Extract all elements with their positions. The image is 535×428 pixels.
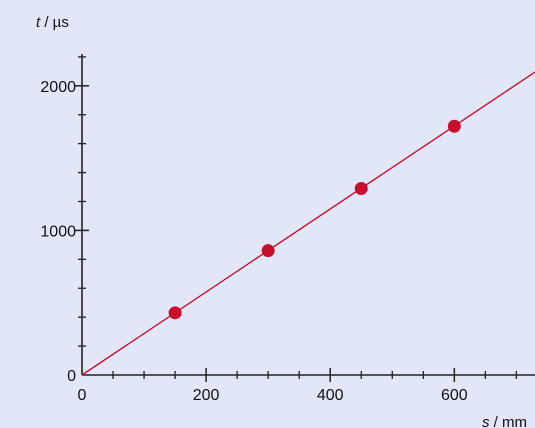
x-tick-label: 0	[78, 387, 87, 404]
data-point	[261, 244, 275, 258]
data-point	[447, 119, 461, 133]
data-point	[168, 306, 182, 320]
x-axis: 0 200 400 600	[78, 368, 535, 404]
data-points	[168, 119, 461, 320]
y-axis: 0 1000 2000	[40, 54, 89, 385]
x-tick-label: 200	[193, 387, 220, 404]
y-axis-label: t / µs	[36, 14, 69, 31]
y-tick-label: 1000	[40, 223, 76, 240]
fit-line-group	[81, 71, 535, 376]
y-tick-label: 0	[67, 368, 76, 385]
x-axis-label: s / mm	[482, 414, 527, 428]
fit-line	[81, 71, 535, 376]
y-tick-label: 2000	[40, 79, 76, 96]
data-point	[354, 181, 368, 195]
x-tick-label: 600	[441, 387, 468, 404]
x-tick-label: 400	[317, 387, 344, 404]
